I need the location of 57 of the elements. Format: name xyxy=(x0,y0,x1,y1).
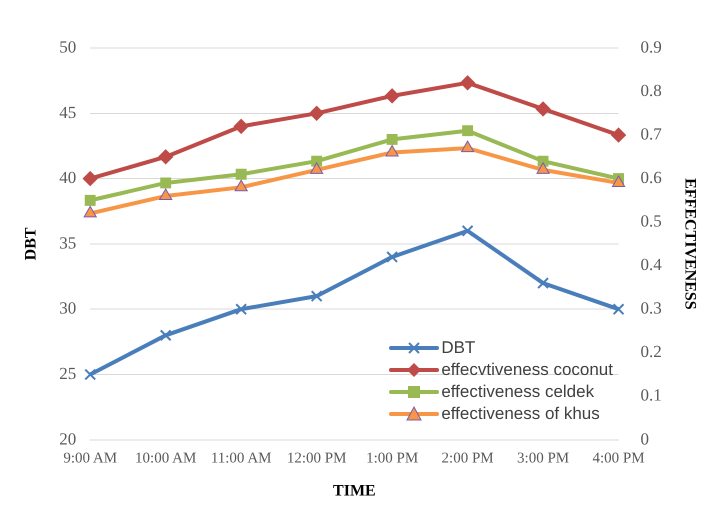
x-tick-label: 3:00 PM xyxy=(517,450,570,467)
y2-tick-label: 0.6 xyxy=(640,168,662,188)
legend-label: effectiveness celdek xyxy=(441,381,594,403)
point xyxy=(160,178,172,188)
point xyxy=(235,303,248,316)
y-tick-label: 40 xyxy=(59,168,76,188)
point xyxy=(612,303,624,316)
point xyxy=(82,171,98,186)
x-axis-title: TIME xyxy=(333,482,376,500)
y-tick-label: 25 xyxy=(59,364,76,383)
point xyxy=(460,75,476,90)
point xyxy=(386,251,398,263)
legend-label: DBT xyxy=(441,337,476,359)
y2-tick-label: 0.8 xyxy=(640,81,662,100)
point xyxy=(462,125,474,136)
y2-tick-label: 0 xyxy=(640,429,650,448)
y-tick-label: 50 xyxy=(59,37,76,56)
point xyxy=(537,277,550,290)
legend-label: effecvtiveness coconut xyxy=(441,359,613,381)
point xyxy=(236,168,247,180)
y-tick-label: 20 xyxy=(59,429,76,448)
point xyxy=(461,140,474,152)
y-tick-label: 30 xyxy=(59,298,76,318)
x-tick-label: 11:00 AM xyxy=(210,450,272,467)
point xyxy=(158,149,174,164)
point xyxy=(462,224,474,237)
point xyxy=(84,194,96,206)
y-tick-label: 35 xyxy=(59,233,76,252)
y2-tick-label: 0.1 xyxy=(640,386,662,405)
y2-tick-label: 0.9 xyxy=(640,37,662,56)
point xyxy=(160,329,172,342)
y2-tick-label: 0.7 xyxy=(640,124,662,144)
point xyxy=(538,156,549,167)
y2-tick-label: 0.3 xyxy=(640,298,662,318)
y-tick-label: 45 xyxy=(59,102,76,122)
legend-label: effectiveness of khus xyxy=(441,403,600,425)
point xyxy=(311,156,322,167)
point xyxy=(309,106,324,121)
point xyxy=(310,290,323,302)
x-tick-label: 12:00 PM xyxy=(286,450,346,467)
point xyxy=(386,134,398,145)
point xyxy=(536,101,551,116)
y-axis-title: DBT xyxy=(22,227,40,260)
x-tick-label: 9:00 AM xyxy=(63,450,118,467)
y2-tick-label: 0.2 xyxy=(640,342,662,362)
y2-tick-label: 0.4 xyxy=(640,255,662,274)
x-tick-label: 10:00 AM xyxy=(135,450,196,467)
x-tick-label: 1:00 PM xyxy=(366,450,418,467)
x-tick-label: 2:00 PM xyxy=(442,450,494,467)
y2-axis-title: EFFECTIVENESS xyxy=(681,178,698,310)
point xyxy=(611,128,626,143)
x-tick-label: 4:00 PM xyxy=(592,450,645,467)
point xyxy=(384,88,400,104)
point xyxy=(159,188,172,200)
y2-tick-label: 0.5 xyxy=(640,212,662,231)
point xyxy=(84,368,96,380)
point xyxy=(234,118,249,134)
